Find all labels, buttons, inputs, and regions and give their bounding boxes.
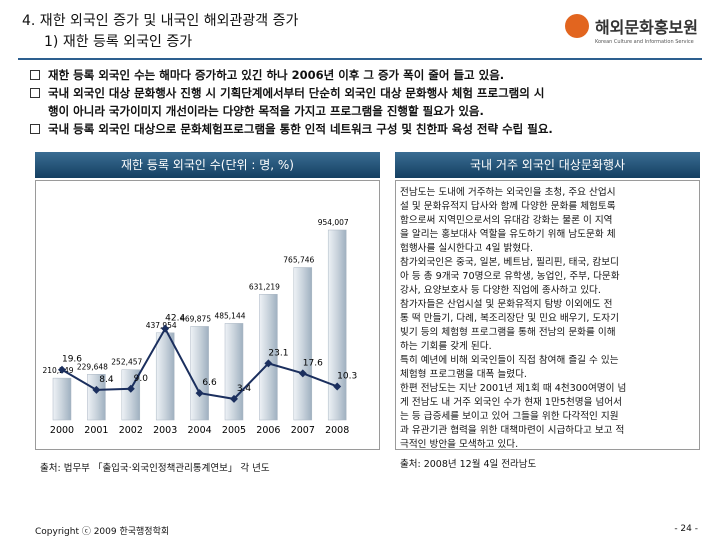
event-line: 게 전남도 내 거주 외국인 수가 현재 1만5천명을 넘어서: [400, 397, 622, 408]
bar-value-label: 765,746: [283, 255, 314, 264]
line-value-label: 6.6: [202, 378, 217, 388]
bullet-line: 재한 등록 외국인 수는 해마다 증가하고 있긴 하나 2006년 이후 그 증…: [48, 68, 505, 82]
logo-subtext: Korean Culture and Information Service: [594, 39, 694, 45]
event-line: 전남도는 도내에 거주하는 외국인을 초청, 주요 산업시: [400, 187, 616, 198]
x-tick-label: 2004: [188, 425, 212, 436]
line-marker: [92, 385, 101, 394]
logo-mark: [564, 14, 589, 38]
line-value-label: 9.0: [134, 374, 149, 384]
bar-value-label: 229,648: [77, 362, 108, 371]
event-source: 출처: 2008년 12월 4일 전라남도: [400, 459, 537, 470]
line-value-label: 17.6: [303, 358, 323, 368]
line-value-label: 3.4: [237, 384, 252, 394]
bar-value-label: 437,954: [146, 321, 177, 330]
x-tick-label: 2008: [325, 425, 349, 436]
event-line: 과 유관기관 협력을 위한 대책마련이 시급하다고 보고 적: [400, 425, 625, 436]
chart-source: 출처: 법무부 「출입국·외국인정책관리통계연보」 각 년도: [40, 463, 270, 474]
bullet-item: 국내 외국인 대상 문화행사 진행 시 기획단계에서부터 단순히 외국인 대상 …: [30, 84, 710, 120]
x-tick-label: 2006: [256, 425, 280, 436]
x-tick-label: 2002: [119, 425, 143, 436]
event-line: 체험형 프로그램을 대폭 늘렸다.: [400, 369, 527, 380]
event-line: 통 떡 만들기, 다례, 복조리장단 및 민요 배우기, 도자기: [400, 313, 619, 324]
line-marker: [230, 394, 238, 403]
line-marker: [126, 384, 135, 393]
bullet-item: 재한 등록 외국인 수는 해마다 증가하고 있긴 하나 2006년 이후 그 증…: [30, 66, 710, 84]
bar-value-label: 252,457: [111, 358, 142, 367]
event-line: 강사, 요양보호사 등 다양한 직업에 종사하고 있다.: [400, 285, 601, 296]
event-line: 을 알리는 홍보대사 역할을 유도하기 위해 남도문화 체: [400, 229, 616, 240]
bar-value-label: 954,007: [318, 218, 349, 227]
line-value-label: 19.6: [62, 355, 82, 365]
event-header: 국내 거주 외국인 대상문화행사: [395, 152, 700, 178]
bullet-line: 국내 외국인 대상 문화행사 진행 시 기획단계에서부터 단순히 외국인 대상 …: [48, 86, 545, 100]
chart-header: 재한 등록 외국인 수(단위 : 명, %): [35, 152, 380, 178]
event-line: 함으로써 지역민으로서의 유대감 강화는 물론 이 지역: [400, 215, 613, 226]
event-line: 설 및 문화유적지 답사와 함께 다양한 문화를 체험토록: [400, 201, 616, 212]
x-tick-label: 2003: [153, 425, 177, 436]
bar-value-label: 631,219: [249, 282, 280, 291]
bar: [293, 267, 313, 421]
logo-text: 해외문화홍보원: [594, 18, 698, 37]
bullet-line: 행이 아니라 국가이미지 개선이라는 다양한 목적을 가지고 프로그램을 진행할…: [48, 104, 484, 118]
line-value-label: 10.3: [337, 371, 357, 381]
bullet-line: 국내 등록 외국인 대상으로 문화체험프로그램을 통한 인적 네트워크 구성 및…: [48, 122, 553, 136]
x-tick-label: 2001: [84, 425, 108, 436]
line-marker: [195, 389, 204, 398]
line-marker: [333, 382, 342, 391]
event-line: 극적인 방안을 모색하고 있다.: [400, 439, 519, 450]
event-line: 한편 전남도는 지난 2001년 제1회 때 4천300여명이 넘: [400, 383, 627, 394]
x-tick-label: 2007: [291, 425, 315, 436]
event-line: 험행사를 실시한다고 4일 밝혔다.: [400, 243, 534, 254]
bullet-item: 국내 등록 외국인 대상으로 문화체험프로그램을 통한 인적 네트워크 구성 및…: [30, 120, 710, 138]
bullet-list: 재한 등록 외국인 수는 해마다 증가하고 있긴 하나 2006년 이후 그 증…: [30, 66, 710, 138]
bar-value-label: 469,875: [180, 314, 211, 323]
copyright: Copyright ⓒ 2009 한국행정학회: [35, 527, 170, 537]
logo: 해외문화홍보원 Korean Culture and Information S…: [564, 14, 698, 45]
event-line: 아 등 총 9개국 70명으로 유학생, 농업인, 주부, 다문화: [400, 271, 620, 282]
line-value-label: 42.4: [165, 314, 185, 324]
bar: [52, 377, 72, 421]
subtitle: 1) 재한 등록 외국인 증가: [44, 34, 193, 50]
page-number: - 24 -: [674, 524, 698, 534]
bar: [155, 332, 175, 421]
line-marker: [264, 359, 273, 368]
bar-value-label: 210,249: [42, 366, 73, 375]
bar-value-label: 485,144: [214, 311, 245, 320]
bar: [224, 323, 244, 421]
line-value-label: 8.4: [99, 375, 114, 385]
event-line: 특히 예년에 비해 외국인들이 직접 참여해 즐길 수 있는: [400, 355, 619, 366]
event-line: 참가자들은 산업시설 및 문화유적지 탐방 이외에도 전: [400, 299, 613, 310]
event-line: 참가외국인은 중국, 일본, 베트남, 필리핀, 태국, 캄보디: [400, 257, 619, 268]
line-marker: [298, 369, 307, 378]
divider: [18, 58, 702, 60]
bar: [87, 374, 106, 421]
chart: 2000 2001 2002 2003 2004 2005 2006 2007 2008 210,…: [42, 218, 357, 436]
title: 4. 재한 외국인 증가 및 내국인 해외관광객 증가: [22, 13, 299, 29]
event-line: 하는 기회를 갖게 된다.: [400, 341, 492, 352]
event-box: [395, 180, 700, 450]
line-value-label: 23.1: [268, 348, 288, 358]
event-line: 빚기 등의 체험형 프로그램을 통해 전남의 문화를 이해: [400, 327, 616, 338]
x-tick-label: 2005: [222, 425, 246, 436]
bar: [190, 326, 209, 421]
line-marker: [58, 365, 66, 374]
line-marker: [161, 324, 170, 333]
event-line: 는 등 급증세를 보이고 있어 그들을 위한 다각적인 지원: [400, 411, 619, 422]
bar: [259, 294, 278, 421]
bar: [327, 229, 347, 421]
x-tick-label: 2000: [50, 425, 74, 436]
